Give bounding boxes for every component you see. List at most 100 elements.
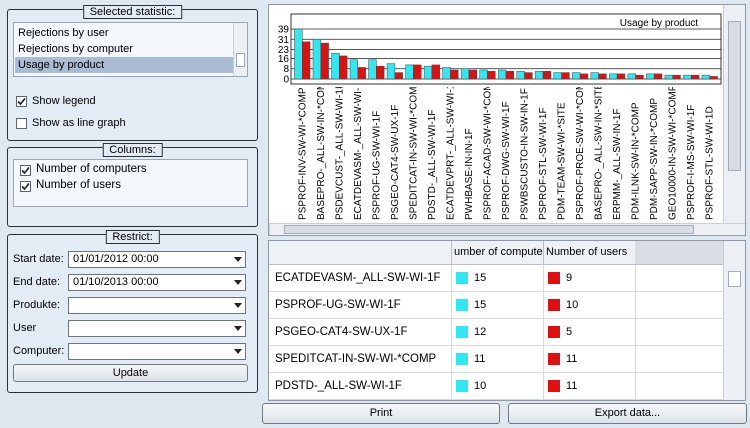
- action-button[interactable]: Export data...: [508, 403, 747, 424]
- chart-panel: Usage by product 0 8 16 23 31 39 PSPROF-INV-SW-…: [268, 4, 746, 236]
- cell-value: 10: [566, 299, 579, 311]
- combobox[interactable]: [68, 320, 246, 337]
- action-button[interactable]: Print: [262, 403, 500, 424]
- table-row: SPEDITCAT-IN-SW-WI-*COMP 11 11: [269, 346, 723, 373]
- bar: [598, 73, 607, 80]
- check-mark-path: [21, 182, 30, 191]
- bar: [487, 71, 496, 80]
- bar: [302, 41, 311, 80]
- check-mark: [17, 97, 26, 106]
- cell-value: 15: [474, 299, 487, 311]
- group-title: Restrict:: [105, 230, 160, 244]
- table-cell: 11: [543, 373, 635, 400]
- restrict-group: Restrict: Start date: 01/01/2012 00:00 End …: [7, 230, 258, 393]
- row-tail: [635, 346, 723, 373]
- bar: [394, 72, 403, 80]
- field-label: End date:: [13, 276, 61, 288]
- row-name: PSGEO-CAT4-SW-UX-1F: [275, 326, 408, 338]
- row-name: SPEDITCAT-IN-SW-WI-*COMP: [275, 353, 437, 365]
- column-header[interactable]: umber of compute: [451, 241, 543, 264]
- check-mark: [21, 182, 30, 191]
- bar: [357, 67, 366, 80]
- color-swatch: [456, 272, 468, 284]
- x-labels: PSPROF-INV-SW-WI-*COMP BASEPRO-_ALL-SW-IN…: [297, 79, 716, 221]
- bar: [683, 74, 692, 80]
- chart-hscroll: [269, 223, 745, 235]
- plot-frame: [290, 13, 722, 85]
- bar: [386, 63, 396, 80]
- combobox[interactable]: [68, 343, 246, 360]
- combobox[interactable]: [68, 297, 246, 314]
- table-panel: umber of compute Number of users ECATDEVAS…: [268, 240, 746, 401]
- bar: [468, 69, 477, 80]
- list-item[interactable]: Usage by product: [15, 57, 233, 73]
- y-tick-label: 23: [278, 45, 290, 56]
- statistic-list: Rejections by user Rejections by computer…: [13, 22, 248, 77]
- field-label: Start date:: [13, 253, 64, 265]
- cell-value: 5: [566, 326, 573, 338]
- x-tick-label: PSPROF-I-MS-SW-WI-1F: [686, 105, 697, 220]
- table-row: ECATDEVASM-_ALL-SW-WI-1F 15 9: [269, 265, 723, 292]
- color-swatch: [548, 272, 560, 284]
- combobox[interactable]: 01/10/2013 00:00: [68, 274, 246, 291]
- x-tick-label: PSGEO-CAT4-SW-UX-1F: [390, 105, 401, 220]
- x-tick-label: PDM-SAPP-SW-IN-*COMP: [649, 98, 660, 220]
- bar: [664, 74, 673, 80]
- checkbox[interactable]: [20, 165, 31, 176]
- bar: [376, 65, 385, 80]
- header-blank: [635, 241, 723, 264]
- x-tick-label: PSPROF-DWG-SW-WI-1F: [501, 101, 512, 220]
- color-swatch: [456, 299, 468, 311]
- bar: [460, 68, 470, 80]
- row-name: PDSTD-_ALL-SW-WI-1F: [275, 380, 402, 392]
- x-tick-label: PSDEVCUST-_ALL-SW-WI-1F: [334, 83, 345, 220]
- checkbox[interactable]: [16, 118, 27, 129]
- checkbox-label: Number of computers: [36, 163, 147, 175]
- table-cell: 11: [543, 346, 635, 373]
- column-header[interactable]: Number of users: [543, 241, 635, 264]
- bar: [653, 73, 663, 80]
- color-swatch: [456, 380, 468, 392]
- list-item[interactable]: Rejections by user: [18, 27, 109, 39]
- bar: [672, 74, 681, 80]
- cell-value: 9: [566, 272, 573, 284]
- row-name: PSPROF-UG-SW-WI-1F: [275, 299, 401, 311]
- x-tick-label: SPEDITCAT-IN-SW-WI-*COMP: [408, 79, 419, 220]
- columns-group: Columns: Number of computers Number of use…: [7, 143, 258, 227]
- table-row: PDSTD-_ALL-SW-WI-1F 10 11: [269, 373, 723, 400]
- bar: [616, 73, 626, 80]
- columns-list: Number of computers Number of users: [13, 159, 248, 207]
- row-name: ECATDEVASM-_ALL-SW-WI-1F: [275, 272, 441, 284]
- table-header: umber of compute Number of users: [269, 241, 723, 265]
- x-tick-label: PDSTD-_ALL-SW-WI-1F: [427, 110, 438, 220]
- row-tail: [635, 319, 723, 346]
- list-item[interactable]: Rejections by computer: [18, 43, 133, 55]
- bar: [572, 72, 581, 80]
- checkbox[interactable]: [16, 96, 27, 107]
- y-tick-label: 8: [283, 64, 289, 75]
- bar: [479, 69, 488, 80]
- row-tail: [635, 373, 723, 400]
- checkbox-label: Show legend: [32, 95, 96, 107]
- bar: [320, 42, 329, 80]
- checkbox-label: Number of users: [36, 179, 122, 191]
- cell-value: 11: [566, 353, 578, 365]
- combobox[interactable]: 01/01/2012 00:00: [68, 251, 246, 268]
- table-cell: 10: [451, 373, 543, 400]
- table-vscroll: [723, 241, 745, 400]
- bar: [339, 55, 348, 80]
- checkbox[interactable]: [20, 181, 31, 192]
- row-tail: [635, 292, 723, 319]
- cell-value: 15: [474, 272, 487, 284]
- x-tick-label: PSPROF-STL-SW-WI-1D: [705, 106, 716, 220]
- bar: [431, 64, 440, 80]
- y-tick-label: 0: [283, 75, 289, 86]
- color-swatch: [456, 326, 468, 338]
- update-button[interactable]: Update: [13, 364, 248, 382]
- x-tick-label: PSPROF-STL-SW-WI-1F: [538, 107, 549, 220]
- bar: [635, 74, 644, 80]
- field-label: Produkte:: [13, 299, 61, 311]
- bar: [349, 59, 359, 80]
- x-tick-label: ERPMM-_ALL-SW-IN-1F: [612, 109, 623, 221]
- chart-vscroll: [723, 5, 745, 223]
